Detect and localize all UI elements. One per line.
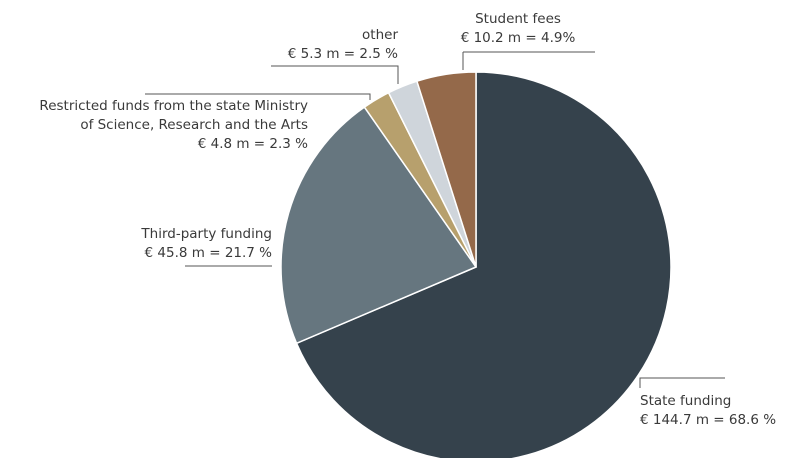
label-other-value: € 5.3 m = 2.5 % (287, 46, 398, 62)
leader-lines (145, 51, 725, 388)
label-restricted-funds-line-1: Restricted funds from the state Ministry (39, 98, 308, 114)
label-restricted-funds-value: € 4.8 m = 2.3 % (197, 136, 308, 152)
leader-line-other (271, 65, 399, 84)
pie-slices (280, 71, 672, 458)
pie-slice-third (280, 106, 478, 345)
label-restricted-funds-line-2: of Science, Research and the Arts (80, 117, 308, 133)
label-third-party: Third-party funding € 45.8 m = 21.7 % (100, 225, 272, 263)
label-state-funding-name: State funding (640, 393, 732, 409)
label-student-fees: Student fees € 10.2 m = 4.9% (452, 10, 584, 48)
label-state-funding: State funding € 144.7 m = 68.6 % (640, 392, 784, 430)
label-third-party-name: Third-party funding (141, 226, 272, 242)
leader-line-restricted (145, 93, 371, 100)
label-student-fees-name: Student fees (475, 11, 561, 27)
label-other: other € 5.3 m = 2.5 % (266, 26, 398, 64)
leader-line-state (639, 377, 725, 388)
label-student-fees-value: € 10.2 m = 4.9% (460, 30, 576, 46)
label-restricted-funds: Restricted funds from the state Ministry… (6, 97, 308, 154)
label-third-party-value: € 45.8 m = 21.7 % (144, 245, 272, 261)
pie-slice-state (295, 71, 672, 458)
label-other-name: other (362, 27, 398, 43)
label-state-funding-value: € 144.7 m = 68.6 % (640, 412, 777, 428)
pie-slice-fees (415, 71, 477, 268)
